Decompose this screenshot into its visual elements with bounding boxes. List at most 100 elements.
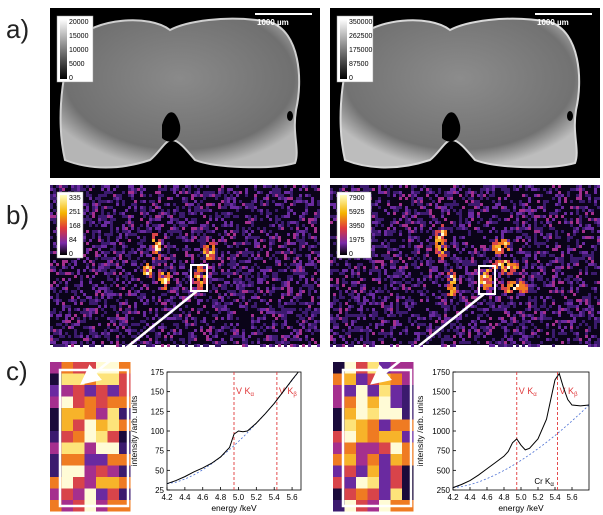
map-pixel (534, 272, 537, 275)
map-pixel (230, 197, 233, 200)
zoom-pixel (119, 454, 131, 466)
map-pixel (414, 248, 417, 251)
map-pixel (293, 344, 296, 347)
map-pixel (245, 344, 248, 347)
map-pixel (176, 188, 179, 191)
map-pixel (233, 341, 236, 344)
map-pixel (101, 287, 104, 290)
map-pixel (588, 341, 591, 344)
map-pixel (483, 185, 486, 188)
map-pixel (480, 194, 483, 197)
map-pixel (146, 341, 149, 344)
map-pixel (257, 275, 260, 278)
map-pixel (131, 260, 134, 263)
map-pixel (597, 302, 600, 305)
map-pixel (143, 296, 146, 299)
map-pixel (239, 275, 242, 278)
map-pixel (98, 248, 101, 251)
map-pixel (372, 227, 375, 230)
map-pixel (348, 335, 351, 338)
map-pixel (206, 248, 209, 251)
map-pixel (459, 299, 462, 302)
map-pixel (531, 317, 534, 320)
map-pixel (552, 218, 555, 221)
map-pixel (92, 302, 95, 305)
map-pixel (173, 266, 176, 269)
map-pixel (558, 269, 561, 272)
map-pixel (50, 218, 53, 221)
map-pixel (558, 326, 561, 329)
map-pixel (272, 254, 275, 257)
map-pixel (594, 287, 597, 290)
y-tick-label: 100 (151, 427, 165, 436)
map-pixel (122, 200, 125, 203)
map-pixel (417, 191, 420, 194)
map-pixel (411, 263, 414, 266)
map-pixel (122, 251, 125, 254)
map-pixel (384, 239, 387, 242)
map-pixel (257, 209, 260, 212)
map-pixel (293, 335, 296, 338)
zoom-pixel (344, 362, 356, 374)
map-pixel (552, 311, 555, 314)
map-pixel (119, 197, 122, 200)
map-pixel (525, 209, 528, 212)
map-pixel (284, 245, 287, 248)
map-pixel (366, 332, 369, 335)
map-pixel (579, 194, 582, 197)
map-pixel (266, 215, 269, 218)
map-pixel (501, 272, 504, 275)
map-pixel (348, 326, 351, 329)
map-pixel (221, 296, 224, 299)
map-pixel (230, 257, 233, 260)
map-pixel (224, 302, 227, 305)
map-pixel (287, 281, 290, 284)
map-pixel (492, 245, 495, 248)
map-pixel (242, 251, 245, 254)
map-pixel (339, 290, 342, 293)
map-pixel (390, 281, 393, 284)
map-pixel (501, 269, 504, 272)
map-pixel (462, 227, 465, 230)
map-pixel (462, 248, 465, 251)
map-pixel (116, 329, 119, 332)
map-pixel (152, 239, 155, 242)
map-pixel (339, 302, 342, 305)
map-pixel (336, 326, 339, 329)
map-pixel (263, 203, 266, 206)
map-pixel (399, 197, 402, 200)
map-pixel (290, 287, 293, 290)
map-pixel (534, 263, 537, 266)
map-pixel (125, 260, 128, 263)
map-pixel (164, 236, 167, 239)
map-pixel (402, 266, 405, 269)
map-pixel (489, 248, 492, 251)
map-pixel (104, 233, 107, 236)
map-pixel (56, 296, 59, 299)
map-pixel (53, 245, 56, 248)
map-pixel (396, 320, 399, 323)
map-pixel (218, 206, 221, 209)
map-pixel (89, 188, 92, 191)
map-pixel (170, 227, 173, 230)
map-pixel (411, 257, 414, 260)
map-pixel (179, 296, 182, 299)
map-pixel (498, 341, 501, 344)
map-pixel (311, 338, 314, 341)
map-pixel (101, 185, 104, 188)
map-pixel (299, 278, 302, 281)
map-pixel (86, 296, 89, 299)
map-pixel (293, 272, 296, 275)
map-pixel (260, 191, 263, 194)
map-pixel (390, 224, 393, 227)
map-pixel (158, 341, 161, 344)
map-pixel (275, 317, 278, 320)
map-pixel (92, 287, 95, 290)
map-pixel (104, 329, 107, 332)
map-pixel (182, 296, 185, 299)
map-pixel (525, 320, 528, 323)
map-pixel (179, 266, 182, 269)
map-pixel (459, 278, 462, 281)
map-pixel (140, 209, 143, 212)
map-pixel (242, 296, 245, 299)
